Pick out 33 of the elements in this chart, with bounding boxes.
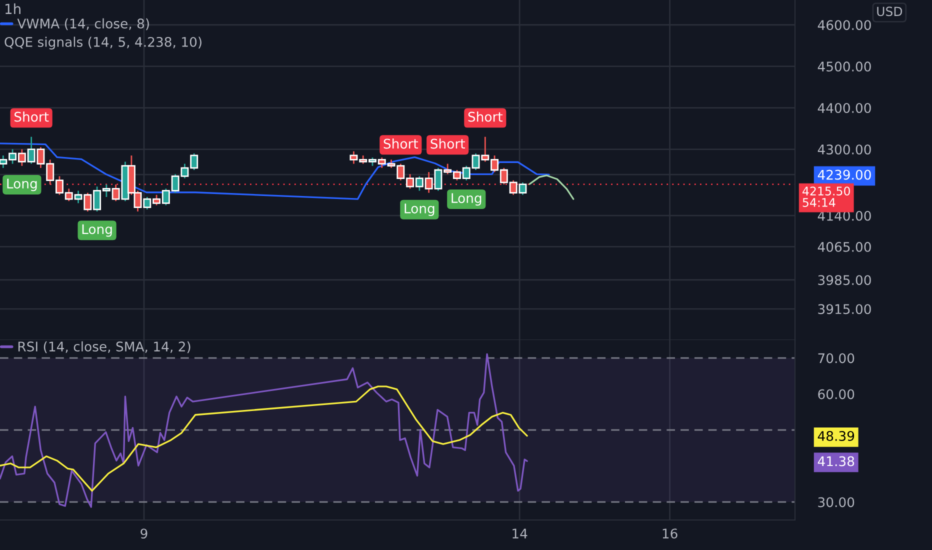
y-tick-label: 4300.00	[818, 144, 871, 154]
y-tick-label: 4600.00	[818, 20, 871, 30]
annotation: Long	[452, 193, 482, 206]
annotation: Short	[430, 138, 465, 149]
y-tick-label: 60.00	[818, 389, 854, 400]
line-series	[0, 386, 528, 492]
y-tick-label: 30.00	[818, 497, 854, 508]
chart-title: 1h	[6, 3, 20, 14]
y-tick-label: 41.38	[818, 456, 854, 466]
y-tick-label: 3985.00	[818, 275, 871, 286]
line-series	[0, 353, 528, 508]
x-tick-label: 16	[662, 528, 678, 539]
annotation: Short	[14, 112, 49, 122]
y-axis-title: USD	[877, 6, 902, 16]
annotation: Long	[404, 204, 434, 216]
y-tick-label: 48.39	[818, 431, 854, 441]
y-tick-label: 4400.00	[818, 103, 871, 114]
legend-label: RSI (14, close, SMA, 14, 2)	[18, 341, 190, 354]
x-tick-label: 9	[140, 528, 148, 539]
ref-line-label: 4215.50 54:14	[802, 186, 850, 207]
y-tick-label: 4500.00	[818, 62, 871, 72]
annotation: Short	[384, 138, 418, 149]
annotation: QQE signals (14, 5, 4.238, 10)	[4, 36, 202, 50]
y-tick-label: 3915.00	[818, 304, 871, 314]
y-tick-label: 4065.00	[818, 242, 871, 252]
y-tick-label: 4239.00	[818, 170, 871, 180]
annotation: Long	[7, 178, 37, 192]
legend-label: VWMA (14, close, 8)	[17, 18, 149, 30]
y-tick-label: 70.00	[818, 353, 854, 364]
annotation: Short	[468, 112, 503, 122]
line-series	[528, 174, 574, 200]
x-tick-label: 14	[512, 528, 528, 538]
annotation: Long	[82, 224, 112, 237]
